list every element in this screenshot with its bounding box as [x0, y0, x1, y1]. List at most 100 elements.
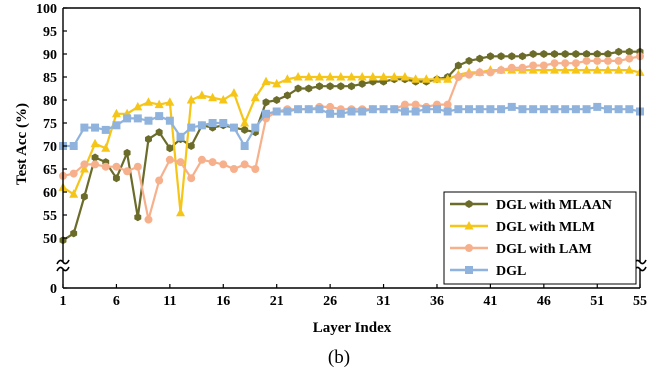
data-point	[273, 96, 281, 104]
x-tick-label: 26	[323, 294, 337, 309]
data-point	[539, 105, 548, 114]
data-point	[465, 56, 473, 65]
data-point	[582, 105, 591, 114]
data-point	[133, 162, 142, 171]
data-point	[561, 59, 570, 68]
x-axis-title: Layer Index	[313, 320, 392, 336]
data-point	[144, 116, 153, 125]
data-point	[197, 121, 206, 130]
data-point	[101, 162, 110, 171]
data-point	[357, 72, 367, 81]
legend-label: DGL with MLAAN	[496, 198, 612, 213]
legend-swatch-marker	[464, 221, 474, 230]
data-point	[550, 65, 560, 74]
figure-caption: (b)	[328, 347, 350, 368]
data-point	[208, 158, 217, 167]
data-point	[80, 192, 88, 201]
data-point	[91, 153, 99, 162]
data-point	[336, 109, 345, 118]
data-point	[186, 95, 196, 104]
data-point	[197, 90, 207, 99]
legend-swatch-marker	[465, 244, 473, 252]
legend-item: DGL with MLAAN	[450, 198, 612, 213]
data-point	[197, 155, 206, 164]
data-point	[582, 56, 591, 65]
data-point	[614, 105, 623, 114]
data-point	[283, 107, 292, 116]
y-tick-label: 65	[43, 163, 57, 178]
data-point	[165, 155, 174, 164]
y-tick-label: 90	[43, 48, 57, 63]
data-point	[294, 105, 303, 114]
data-point	[476, 54, 484, 63]
plot-area	[58, 47, 645, 245]
data-point	[603, 65, 613, 74]
axis-break-mark	[56, 266, 70, 272]
data-point	[486, 52, 494, 61]
data-point	[486, 68, 495, 77]
data-point	[80, 123, 89, 132]
data-point	[550, 105, 559, 114]
data-point	[561, 50, 569, 58]
data-point	[347, 107, 356, 116]
data-point	[176, 207, 186, 217]
data-point	[112, 162, 121, 171]
data-point	[593, 56, 602, 65]
data-point	[112, 174, 120, 183]
series-3	[59, 102, 644, 150]
data-point	[240, 142, 249, 150]
data-point	[614, 65, 624, 74]
y-tick-label: 70	[43, 140, 57, 155]
data-point	[497, 105, 506, 114]
data-point	[529, 50, 537, 58]
data-point	[571, 65, 581, 74]
data-point	[432, 74, 442, 83]
data-point	[604, 50, 612, 58]
data-point	[443, 74, 453, 83]
data-point	[379, 72, 389, 81]
data-point	[250, 92, 260, 102]
data-point	[400, 72, 410, 81]
data-point	[176, 158, 185, 167]
x-tick-label: 46	[537, 294, 551, 309]
data-point	[208, 92, 218, 102]
y-tick-label: 100	[36, 2, 57, 17]
data-point	[497, 52, 505, 61]
data-point	[90, 138, 100, 148]
data-point	[603, 56, 612, 65]
data-point	[400, 107, 409, 116]
data-point	[326, 109, 335, 118]
data-point	[593, 102, 602, 111]
data-point	[165, 116, 174, 125]
data-point	[390, 105, 399, 114]
data-point	[454, 73, 463, 81]
data-point	[314, 72, 324, 81]
legend-box	[443, 191, 637, 285]
data-point	[145, 135, 152, 144]
y-tick-label: 85	[43, 71, 57, 86]
data-point	[187, 123, 196, 132]
data-point	[315, 105, 324, 114]
data-point	[219, 160, 228, 169]
data-point	[166, 144, 174, 153]
data-point	[133, 101, 143, 111]
data-point	[443, 107, 452, 116]
data-point	[529, 105, 538, 114]
data-point	[155, 128, 163, 137]
data-point	[293, 72, 303, 81]
legend-swatch-marker	[465, 200, 473, 208]
data-point	[283, 91, 291, 100]
data-point	[486, 105, 495, 114]
data-point	[101, 143, 111, 152]
data-point	[91, 160, 100, 169]
data-point	[518, 63, 527, 72]
data-point	[304, 72, 314, 81]
x-tick-label: 16	[216, 294, 230, 309]
data-point	[625, 54, 634, 63]
data-point	[69, 189, 79, 198]
data-point	[347, 72, 356, 81]
data-point	[326, 82, 334, 91]
y-tick-label: 0	[50, 282, 57, 297]
y-tick-label: 75	[43, 117, 57, 132]
